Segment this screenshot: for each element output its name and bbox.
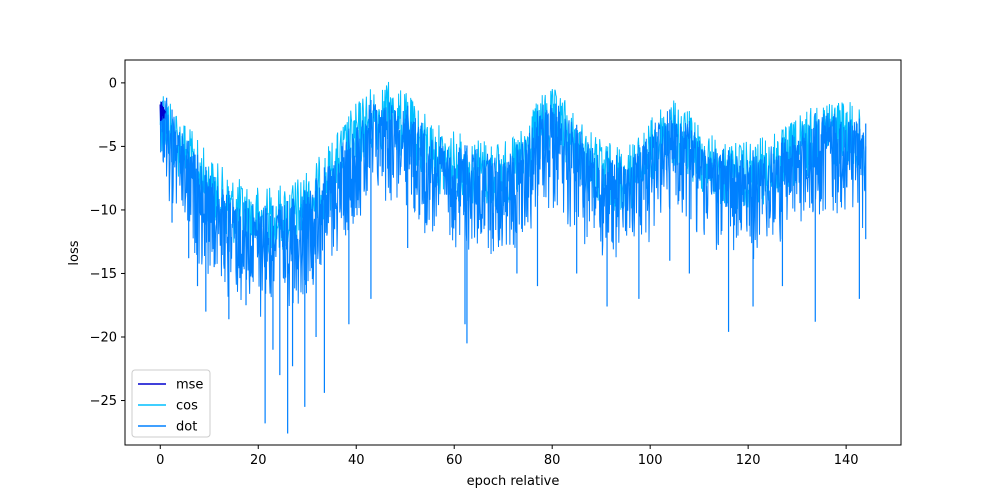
x-tick-label: 0 <box>156 453 164 468</box>
y-axis-label: loss <box>67 240 82 265</box>
x-axis-ticks: 0 20 40 60 80 100 120 140 <box>156 445 859 468</box>
series-line-dot <box>159 100 867 317</box>
x-tick-label: 140 <box>834 453 859 468</box>
legend-label-mse: mse <box>176 378 203 393</box>
series-line-mse <box>159 101 166 122</box>
y-axis-ticks: 0 −5 −10 −15 −20 −25 <box>90 76 125 409</box>
y-tick-label: −10 <box>90 203 117 218</box>
y-tick-label: −25 <box>90 394 117 409</box>
legend-items: mse cos dot <box>138 378 203 435</box>
y-tick-label: −5 <box>98 140 117 155</box>
series-line-cos <box>159 81 867 255</box>
x-tick-label: 60 <box>446 453 463 468</box>
y-tick-label: −20 <box>90 330 117 345</box>
x-tick-label: 120 <box>736 453 761 468</box>
x-tick-label: 80 <box>544 453 561 468</box>
series-layer <box>159 81 867 434</box>
x-tick-label: 40 <box>348 453 365 468</box>
legend: mse cos dot <box>131 369 211 438</box>
legend-label-dot: dot <box>176 420 197 435</box>
axes-frame <box>124 59 902 446</box>
plot-area <box>124 59 902 446</box>
x-axis-label: epoch relative <box>467 474 560 489</box>
legend-box <box>131 369 211 438</box>
x-tick-label: 100 <box>638 453 663 468</box>
x-tick-label: 20 <box>250 453 267 468</box>
y-tick-label: −15 <box>90 267 117 282</box>
legend-label-cos: cos <box>176 399 198 414</box>
y-tick-label: 0 <box>109 76 117 91</box>
